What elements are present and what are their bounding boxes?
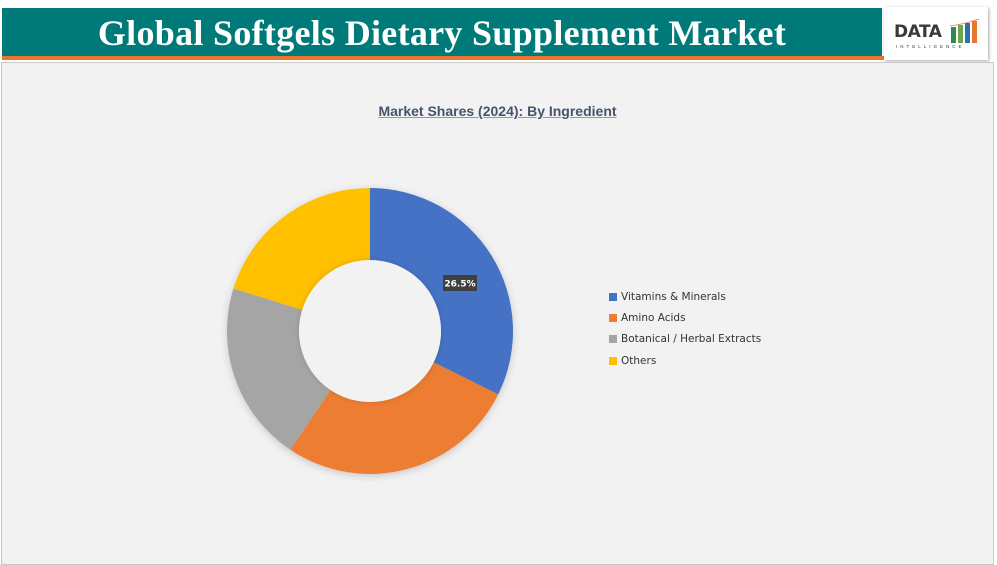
legend-label: Amino Acids xyxy=(621,311,686,324)
legend-label: Vitamins & Minerals xyxy=(621,290,726,303)
donut-hole xyxy=(299,260,441,402)
chart-panel: Market Shares (2024): By Ingredient 26.5… xyxy=(1,62,994,565)
logo: DATA INTELLIGENCE xyxy=(884,7,988,60)
legend-item-vitamins-minerals: Vitamins & Minerals xyxy=(609,286,761,307)
legend-label: Others xyxy=(621,354,657,367)
donut-slice-botanical-herbal-extracts xyxy=(227,288,331,450)
legend-item-amino-acids: Amino Acids xyxy=(609,307,761,328)
legend-swatch-orange-icon xyxy=(609,313,617,322)
header-accent-line xyxy=(2,56,884,60)
svg-text:26.5%: 26.5% xyxy=(444,280,475,290)
header-banner: Global Softgels Dietary Supplement Marke… xyxy=(2,8,882,56)
donut-slice-others xyxy=(233,188,370,310)
donut-slice-amino-acids xyxy=(290,362,499,474)
logo-subtext: INTELLIGENCE xyxy=(896,44,965,49)
page-title: Global Softgels Dietary Supplement Marke… xyxy=(97,13,787,53)
legend-item-others: Others xyxy=(609,350,761,371)
legend-swatch-gray-icon xyxy=(609,335,617,344)
bar-chart-logo-icon xyxy=(950,19,980,43)
legend-item-botanical-herbal: Botanical / Herbal Extracts xyxy=(609,329,761,350)
data-label: 26.5% xyxy=(443,275,477,291)
legend-swatch-yellow-icon xyxy=(609,356,617,365)
logo-text: DATA xyxy=(894,22,942,42)
donut-chart: 26.5% xyxy=(227,188,513,474)
legend-label: Botanical / Herbal Extracts xyxy=(621,333,762,346)
chart-legend: Vitamins & Minerals Amino Acids Botanica… xyxy=(609,286,761,371)
legend-swatch-blue-icon xyxy=(609,292,617,301)
chart-title: Market Shares (2024): By Ingredient xyxy=(378,103,617,119)
donut-slice-vitamins-minerals xyxy=(370,188,513,395)
